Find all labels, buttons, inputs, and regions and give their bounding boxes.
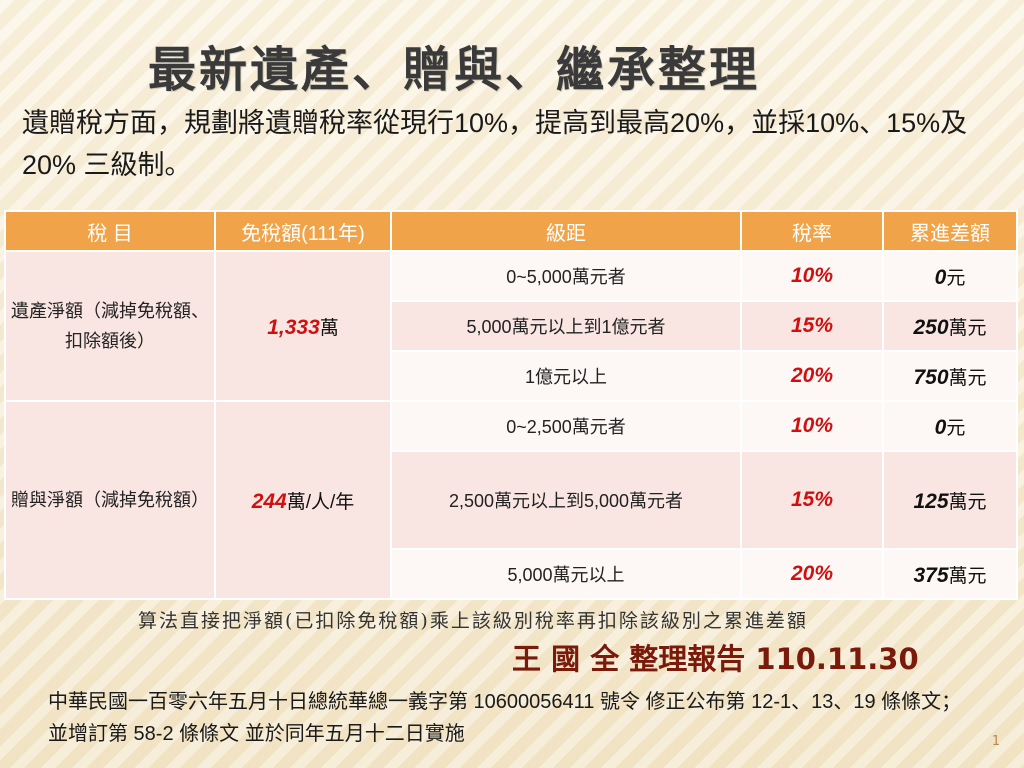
exemption-estate: 1,333萬 — [214, 250, 392, 402]
table-row: 贈與淨額（減掉免稅額） 244萬/人/年 0~2,500萬元者 10% 0元 — [4, 400, 1018, 600]
difference-unit: 元 — [946, 267, 966, 289]
legal-footnote: 中華民國一百零六年五月十日總統華總一義字第 10600056411 號令 修正公… — [48, 691, 962, 745]
bracket-cell: 0~5,000萬元者 — [390, 250, 742, 302]
bracket-cell: 0~2,500萬元者 — [390, 400, 742, 452]
difference-unit: 萬元 — [948, 491, 987, 513]
difference-value: 250 — [913, 315, 949, 339]
slide-title: 最新遺產、贈與、繼承整理 — [148, 42, 761, 98]
table-row: 5,000萬元以上 20% 375萬元 — [5, 548, 1018, 600]
calculation-note: 算法直接把淨額(已扣除免稅額)乘上該級別稅率再扣除該級別之累進差額 — [138, 610, 808, 632]
difference-unit: 萬元 — [948, 367, 987, 389]
difference-unit: 萬元 — [948, 565, 987, 587]
exemption-unit: 萬/人/年 — [286, 491, 355, 513]
rate-cell: 20% — [740, 350, 884, 402]
exemption-unit: 萬 — [319, 317, 339, 339]
rate-cell: 15% — [740, 450, 884, 550]
rate-value: 10% — [790, 264, 834, 287]
rate-value: 15% — [790, 488, 834, 511]
author-credit: 王 國 全 整理報告 110.11.30 — [512, 642, 919, 676]
difference-cell: 125萬元 — [882, 450, 1018, 550]
difference-value: 0 — [934, 265, 947, 289]
category-estate: 遺產淨額（減掉免稅額、扣除額後） — [4, 250, 216, 402]
difference-value: 125 — [913, 489, 949, 513]
table-row: 1億元以上 20% 750萬元 — [5, 350, 1018, 402]
bracket-cell: 1億元以上 — [390, 350, 742, 402]
difference-cell: 375萬元 — [882, 548, 1018, 600]
tax-rate-table: 稅 目 免稅額(111年) 級距 稅率 累進差額 遺產淨額（減掉免稅額、扣除額後… — [4, 210, 1018, 600]
rate-value: 20% — [790, 364, 834, 387]
difference-value: 375 — [913, 563, 949, 587]
rate-value: 15% — [790, 314, 834, 337]
header-progressive-difference: 累進差額 — [882, 210, 1018, 252]
page-number: 1 — [991, 734, 1001, 749]
difference-value: 750 — [913, 365, 949, 389]
table-header-row: 稅 目 免稅額(111年) 級距 稅率 累進差額 — [4, 210, 1018, 252]
difference-unit: 萬元 — [948, 317, 987, 339]
rate-cell: 10% — [740, 400, 884, 452]
exemption-value: 244 — [251, 489, 287, 513]
header-exemption: 免稅額(111年) — [214, 210, 392, 252]
rate-cell: 20% — [740, 548, 884, 600]
category-gift: 贈與淨額（減掉免稅額） — [4, 400, 216, 600]
difference-unit: 元 — [946, 417, 966, 439]
difference-value: 0 — [934, 415, 947, 439]
rate-cell: 15% — [740, 300, 884, 352]
difference-cell: 0元 — [882, 400, 1018, 452]
table-row: 遺產淨額（減掉免稅額、扣除額後） 1,333萬 0~5,000萬元者 10% 0… — [4, 250, 1018, 402]
difference-cell: 250萬元 — [882, 300, 1018, 352]
intro-paragraph: 遺贈稅方面，規劃將遺贈稅率從現行10%，提高到最高20%，並採10%、15%及2… — [22, 108, 968, 180]
header-bracket: 級距 — [390, 210, 742, 252]
table-row: 2,500萬元以上到5,000萬元者 15% 125萬元 — [5, 450, 1018, 550]
rate-cell: 10% — [740, 250, 884, 302]
bracket-cell: 5,000萬元以上到1億元者 — [390, 300, 742, 352]
difference-cell: 750萬元 — [882, 350, 1018, 402]
exemption-gift: 244萬/人/年 — [214, 400, 392, 600]
table-row: 5,000萬元以上到1億元者 15% 250萬元 — [5, 300, 1018, 352]
bracket-cell: 5,000萬元以上 — [390, 548, 742, 600]
bracket-cell: 2,500萬元以上到5,000萬元者 — [390, 450, 742, 550]
exemption-value: 1,333 — [267, 315, 320, 339]
difference-cell: 0元 — [882, 250, 1018, 302]
rate-value: 20% — [790, 562, 834, 585]
rate-value: 10% — [790, 414, 834, 437]
header-tax-rate: 稅率 — [740, 210, 884, 252]
header-tax-item: 稅 目 — [4, 210, 216, 252]
